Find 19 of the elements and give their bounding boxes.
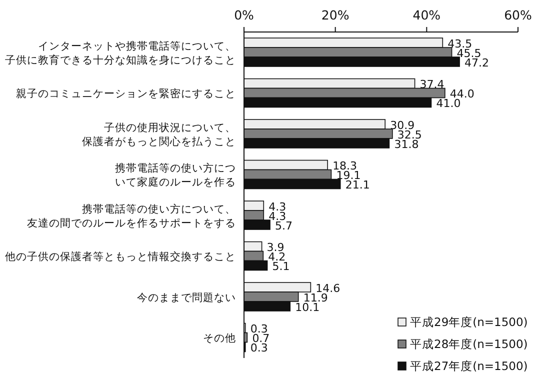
data-label: 41.0 [436,97,461,110]
x-tick-label: 20% [321,8,350,22]
y-tick-label: 子供の使用状況について、保護者がもっと関心を払うこと [82,122,236,148]
y-tick-label: 今のままで問題ない [137,292,236,304]
legend-label: 平成28年度(n=1500) [410,337,528,351]
legend-label: 平成29年度(n=1500) [410,315,528,329]
y-tick-label: 携帯電話等の使い方について、友達の間でのルールを作るサポートをする [27,202,236,230]
legend-label: 平成27年度(n=1500) [410,359,528,373]
data-label: 0.3 [250,342,268,354]
y-tick-label: インターネットや携帯電話等について、子供に教育できる十分な知識を身につけること [5,39,236,66]
x-tick-label: 40% [412,8,441,22]
y-tick-label: 親子のコミュニケーションを緊密にすること [16,87,236,100]
data-label: 37.4 [420,78,444,91]
y-tick-label: 携帯電話等の使い方について家庭のルールを作る [115,162,236,188]
x-tick-label: 0% [234,8,254,22]
y-tick-label: その他 [203,332,236,344]
data-label: 31.8 [394,138,419,151]
x-tick-label: 60% [504,8,532,22]
y-tick-label: 他の子供の保護者等ともっと情報交換すること [5,250,236,263]
